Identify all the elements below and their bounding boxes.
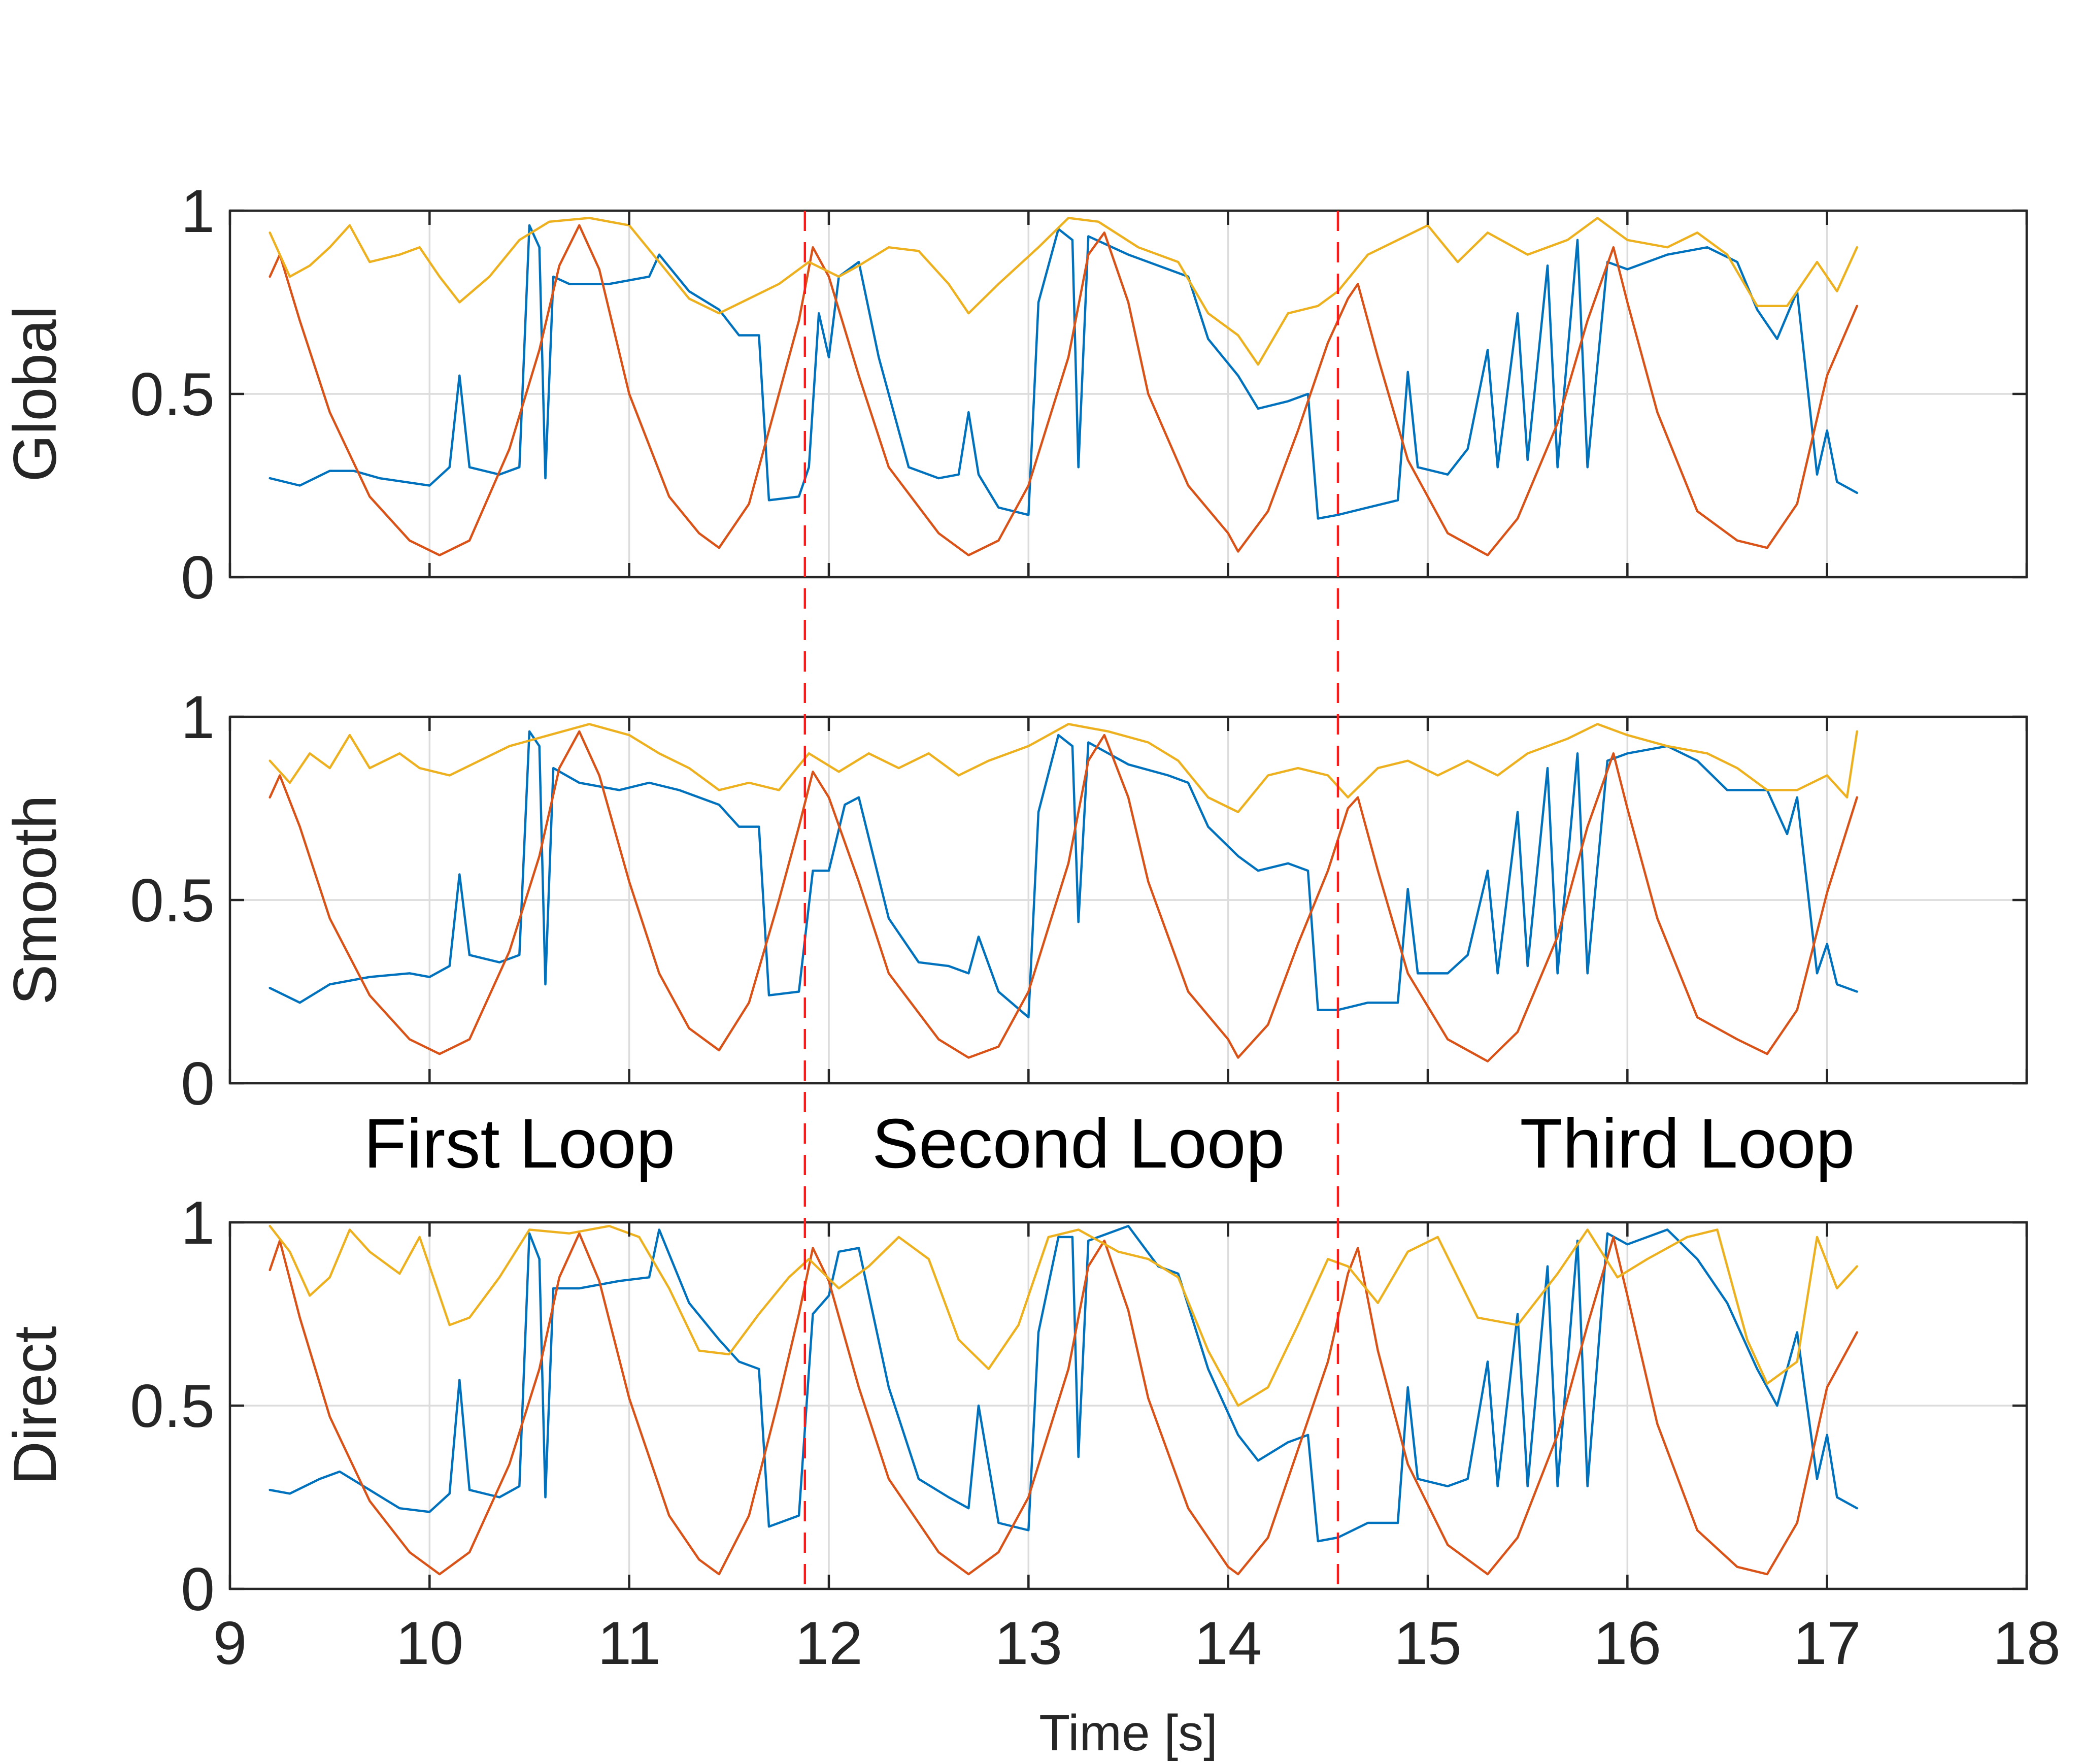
- panel-global-ylabel: Global: [1, 306, 69, 482]
- y-tick-label: 0.5: [130, 867, 215, 935]
- series-blue: [268, 730, 1858, 1019]
- x-tick-label: 12: [795, 1609, 862, 1677]
- y-tick-label: 1: [181, 177, 215, 245]
- y-tick-label: 0: [181, 1555, 215, 1623]
- panel-smooth-ticks: 00.51: [130, 683, 2028, 1118]
- x-tick-label: 11: [597, 1609, 661, 1677]
- y-tick-label: 0.5: [130, 1372, 215, 1440]
- x-tick-label: 9: [213, 1609, 247, 1677]
- y-tick-label: 0.5: [130, 360, 215, 428]
- x-axis-label: Time [s]: [1039, 1705, 1218, 1761]
- x-tick-label: 16: [1594, 1609, 1661, 1677]
- panel-direct-ylabel: Direct: [1, 1326, 69, 1485]
- panel-smooth-grid: [230, 717, 2027, 1083]
- x-tick-label: 13: [995, 1609, 1062, 1677]
- series-orange: [268, 730, 1858, 1062]
- series-yellow: [268, 723, 1858, 813]
- loop-label: First Loop: [364, 1105, 676, 1183]
- x-tick-label: 10: [396, 1609, 463, 1677]
- panel-global: 00.51 Global: [1, 177, 2028, 612]
- y-tick-label: 0: [181, 1050, 215, 1118]
- panel-smooth-series: [268, 723, 1858, 1062]
- series-orange: [268, 224, 1858, 556]
- loop-label: Second Loop: [872, 1105, 1285, 1183]
- panel-direct-ticks: 00.51: [130, 1189, 2028, 1623]
- panel-direct-series: [268, 1224, 1858, 1576]
- panel-global-ticks: 00.51: [130, 177, 2028, 612]
- loop-boundaries: [803, 211, 1339, 1589]
- x-tick-labels: 9 10 11 12 13 14 15 16 17 18: [213, 1609, 2061, 1677]
- panel-smooth: 00.51 Smooth: [1, 683, 2028, 1118]
- y-tick-label: 0: [181, 544, 215, 612]
- x-tick-label: 14: [1194, 1609, 1262, 1677]
- series-yellow: [268, 217, 1858, 366]
- y-tick-label: 1: [181, 683, 215, 751]
- x-tick-label: 17: [1793, 1609, 1861, 1677]
- series-blue: [268, 1224, 1858, 1543]
- x-tick-label: 15: [1394, 1609, 1461, 1677]
- y-tick-label: 1: [181, 1189, 215, 1257]
- x-tick-label: 18: [1993, 1609, 2060, 1677]
- loop-label: Third Loop: [1520, 1105, 1855, 1183]
- panel-global-series: [268, 217, 1858, 556]
- loop-labels: First Loop Second Loop Third Loop: [364, 1105, 1855, 1183]
- series-orange: [268, 1232, 1858, 1576]
- panel-direct: 00.51 Direct: [1, 1189, 2028, 1623]
- series-yellow: [268, 1224, 1858, 1407]
- panel-smooth-ylabel: Smooth: [1, 795, 69, 1005]
